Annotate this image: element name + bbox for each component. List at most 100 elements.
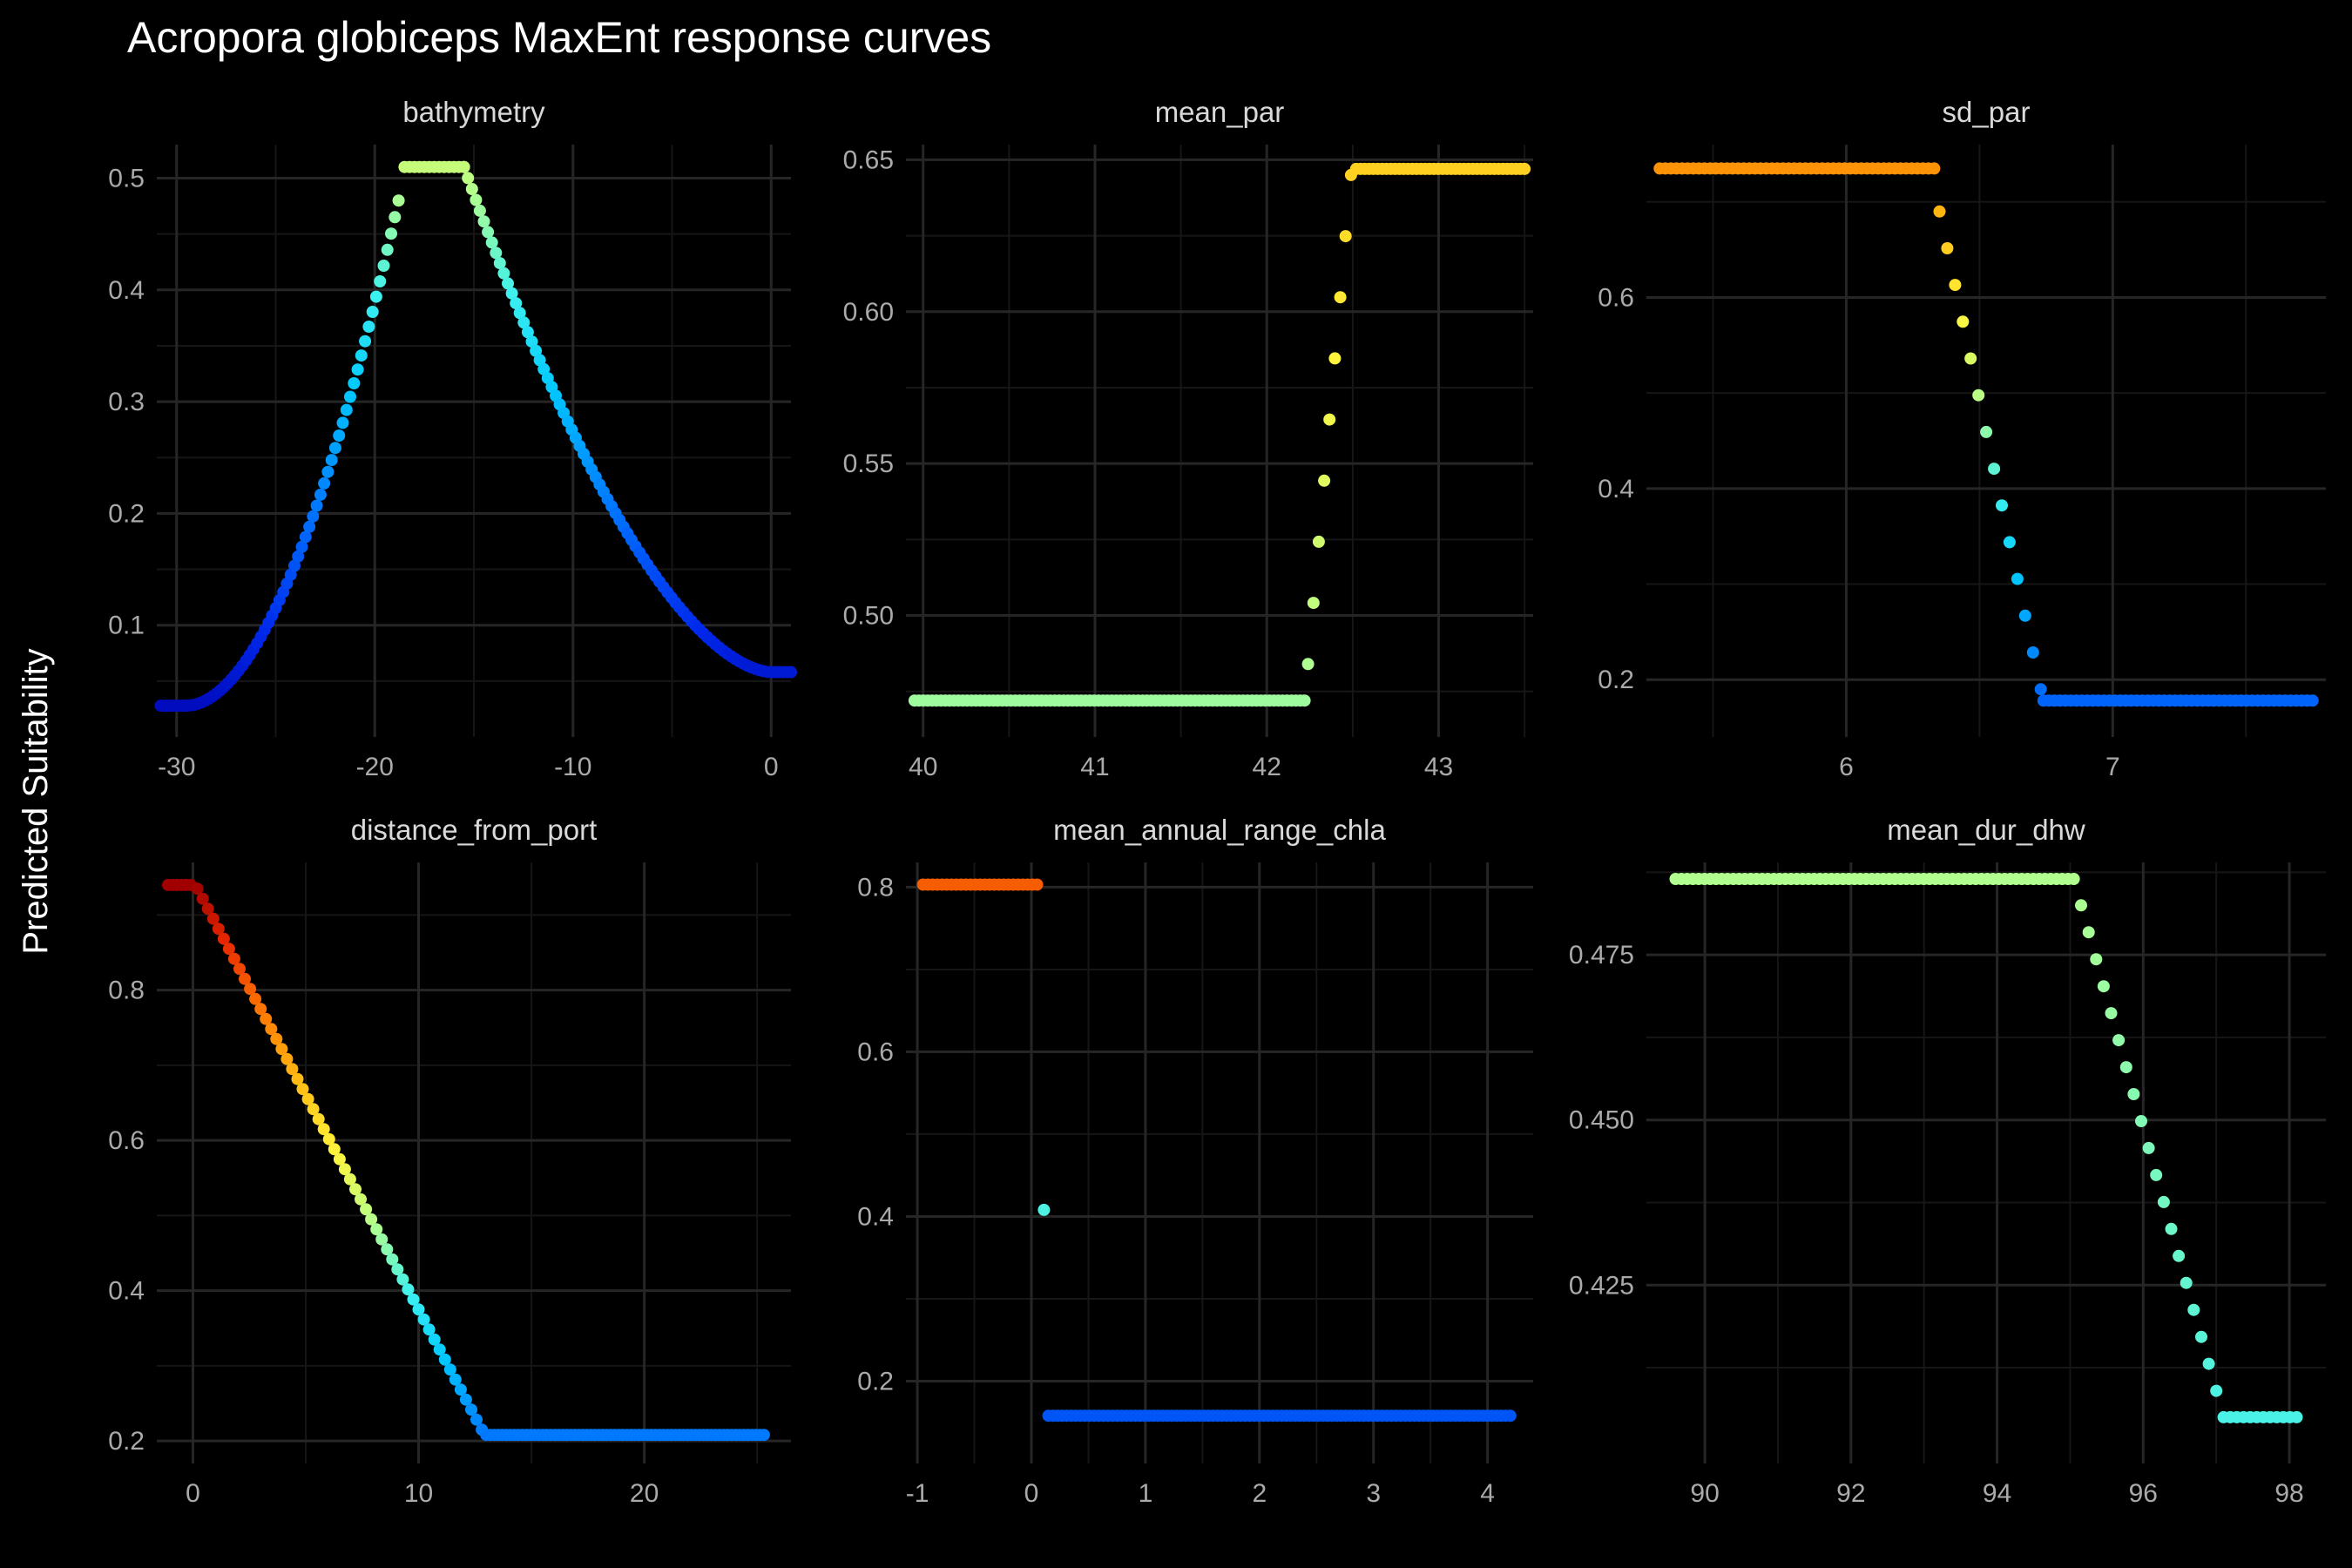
data-point — [505, 287, 518, 300]
data-point — [1949, 279, 1962, 292]
data-point — [369, 290, 382, 303]
panel-mean_annual_range_chla: mean_annual_range_chla -1 0 1 2 3 4 0.2 0.4 0.6 0.… — [857, 814, 1533, 1508]
panel-mean_dur_dhw: mean_dur_dhw 90 92 94 96 98 0.425 0.450 0.475 — [1569, 814, 2326, 1508]
data-point — [340, 403, 353, 416]
x-tick-label: 20 — [630, 1479, 659, 1508]
data-point — [1980, 425, 1993, 438]
data-point — [377, 260, 390, 272]
data-point — [362, 321, 375, 333]
data-point — [1518, 162, 1531, 175]
data-point — [2150, 1168, 2163, 1181]
data-point — [2011, 572, 2024, 585]
data-point — [465, 183, 478, 195]
data-point — [303, 520, 316, 533]
data-point — [493, 257, 506, 270]
data-point — [428, 1333, 441, 1346]
data-point — [317, 1123, 330, 1136]
data-point — [2202, 1357, 2215, 1370]
data-point — [454, 1383, 467, 1396]
y-tick-label: 0.2 — [857, 1367, 894, 1396]
data-point — [348, 377, 361, 389]
y-tick-label: 0.6 — [108, 1126, 145, 1155]
data-point — [2034, 683, 2047, 696]
y-tick-label: 0.2 — [108, 499, 145, 528]
data-point — [296, 1083, 309, 1096]
data-point — [366, 306, 379, 318]
data-point — [333, 1152, 346, 1166]
data-point — [307, 510, 320, 523]
data-point — [265, 1023, 278, 1036]
data-point — [2306, 694, 2319, 707]
y-tick-label: 0.450 — [1569, 1106, 1634, 1135]
y-tick-label: 0.65 — [843, 145, 894, 174]
data-point — [355, 349, 368, 362]
data-point — [757, 1429, 770, 1442]
data-point — [2165, 1222, 2178, 1235]
data-point — [325, 454, 338, 467]
data-point — [201, 902, 214, 916]
data-point — [206, 912, 220, 925]
data-point — [482, 226, 495, 239]
data-point — [328, 442, 341, 455]
y-tick-label: 0.50 — [843, 602, 894, 631]
data-point — [402, 1283, 415, 1296]
x-tick-label: 94 — [1983, 1479, 2011, 1508]
data-point — [2187, 1303, 2200, 1316]
data-point — [321, 465, 335, 478]
y-tick-label: 0.6 — [1598, 283, 1634, 312]
x-tick-label: 3 — [1366, 1479, 1381, 1508]
data-point — [1031, 878, 1044, 891]
data-point — [477, 215, 490, 228]
x-tick-label: 6 — [1839, 753, 1854, 781]
data-point — [417, 1313, 430, 1326]
data-point — [1318, 474, 1331, 487]
data-point — [1307, 597, 1320, 610]
panel-mean_par: mean_par 40 41 42 43 0.50 0.55 0.60 0.65 — [843, 96, 1533, 781]
x-tick-label: 43 — [1424, 753, 1453, 781]
data-point — [457, 160, 470, 173]
data-point — [217, 932, 230, 945]
y-tick-label: 0.475 — [1569, 941, 1634, 970]
data-point — [385, 227, 397, 240]
data-point — [359, 335, 372, 348]
y-tick-label: 0.4 — [1598, 475, 1634, 504]
data-point — [513, 307, 526, 320]
data-point — [239, 972, 251, 985]
data-point — [1996, 499, 2008, 512]
data-point — [1504, 1409, 1517, 1423]
x-tick-label: 4 — [1480, 1479, 1495, 1508]
x-tick-label: 90 — [1690, 1479, 1719, 1508]
y-tick-label: 0.8 — [857, 873, 894, 902]
x-tick-label: -30 — [158, 753, 195, 781]
y-axis-label: Predicted Suitability — [17, 648, 55, 954]
y-tick-label: 0.425 — [1569, 1271, 1634, 1300]
data-point — [502, 277, 514, 290]
data-point — [473, 204, 486, 217]
data-point — [521, 326, 534, 339]
data-point — [333, 429, 346, 442]
data-point — [1301, 658, 1315, 671]
data-point — [254, 1003, 267, 1016]
y-tick-label: 0.4 — [108, 276, 145, 305]
data-point — [191, 882, 204, 896]
y-tick-label: 0.55 — [843, 449, 894, 478]
data-point — [301, 1092, 314, 1105]
panel-title: distance_from_port — [351, 814, 597, 846]
data-point — [222, 943, 235, 956]
data-point — [2075, 899, 2087, 912]
data-point — [280, 1052, 294, 1065]
data-point — [485, 236, 498, 249]
data-point — [1933, 205, 1946, 218]
data-point — [233, 963, 246, 976]
data-point — [2067, 873, 2080, 885]
data-point — [433, 1343, 446, 1356]
data-point — [360, 1203, 373, 1216]
data-point — [1328, 352, 1342, 365]
y-tick-label: 0.60 — [843, 298, 894, 327]
data-point — [355, 1193, 367, 1206]
data-point — [412, 1303, 425, 1316]
data-point — [299, 531, 312, 544]
data-point — [249, 992, 262, 1005]
panel-title: mean_par — [1155, 96, 1285, 128]
